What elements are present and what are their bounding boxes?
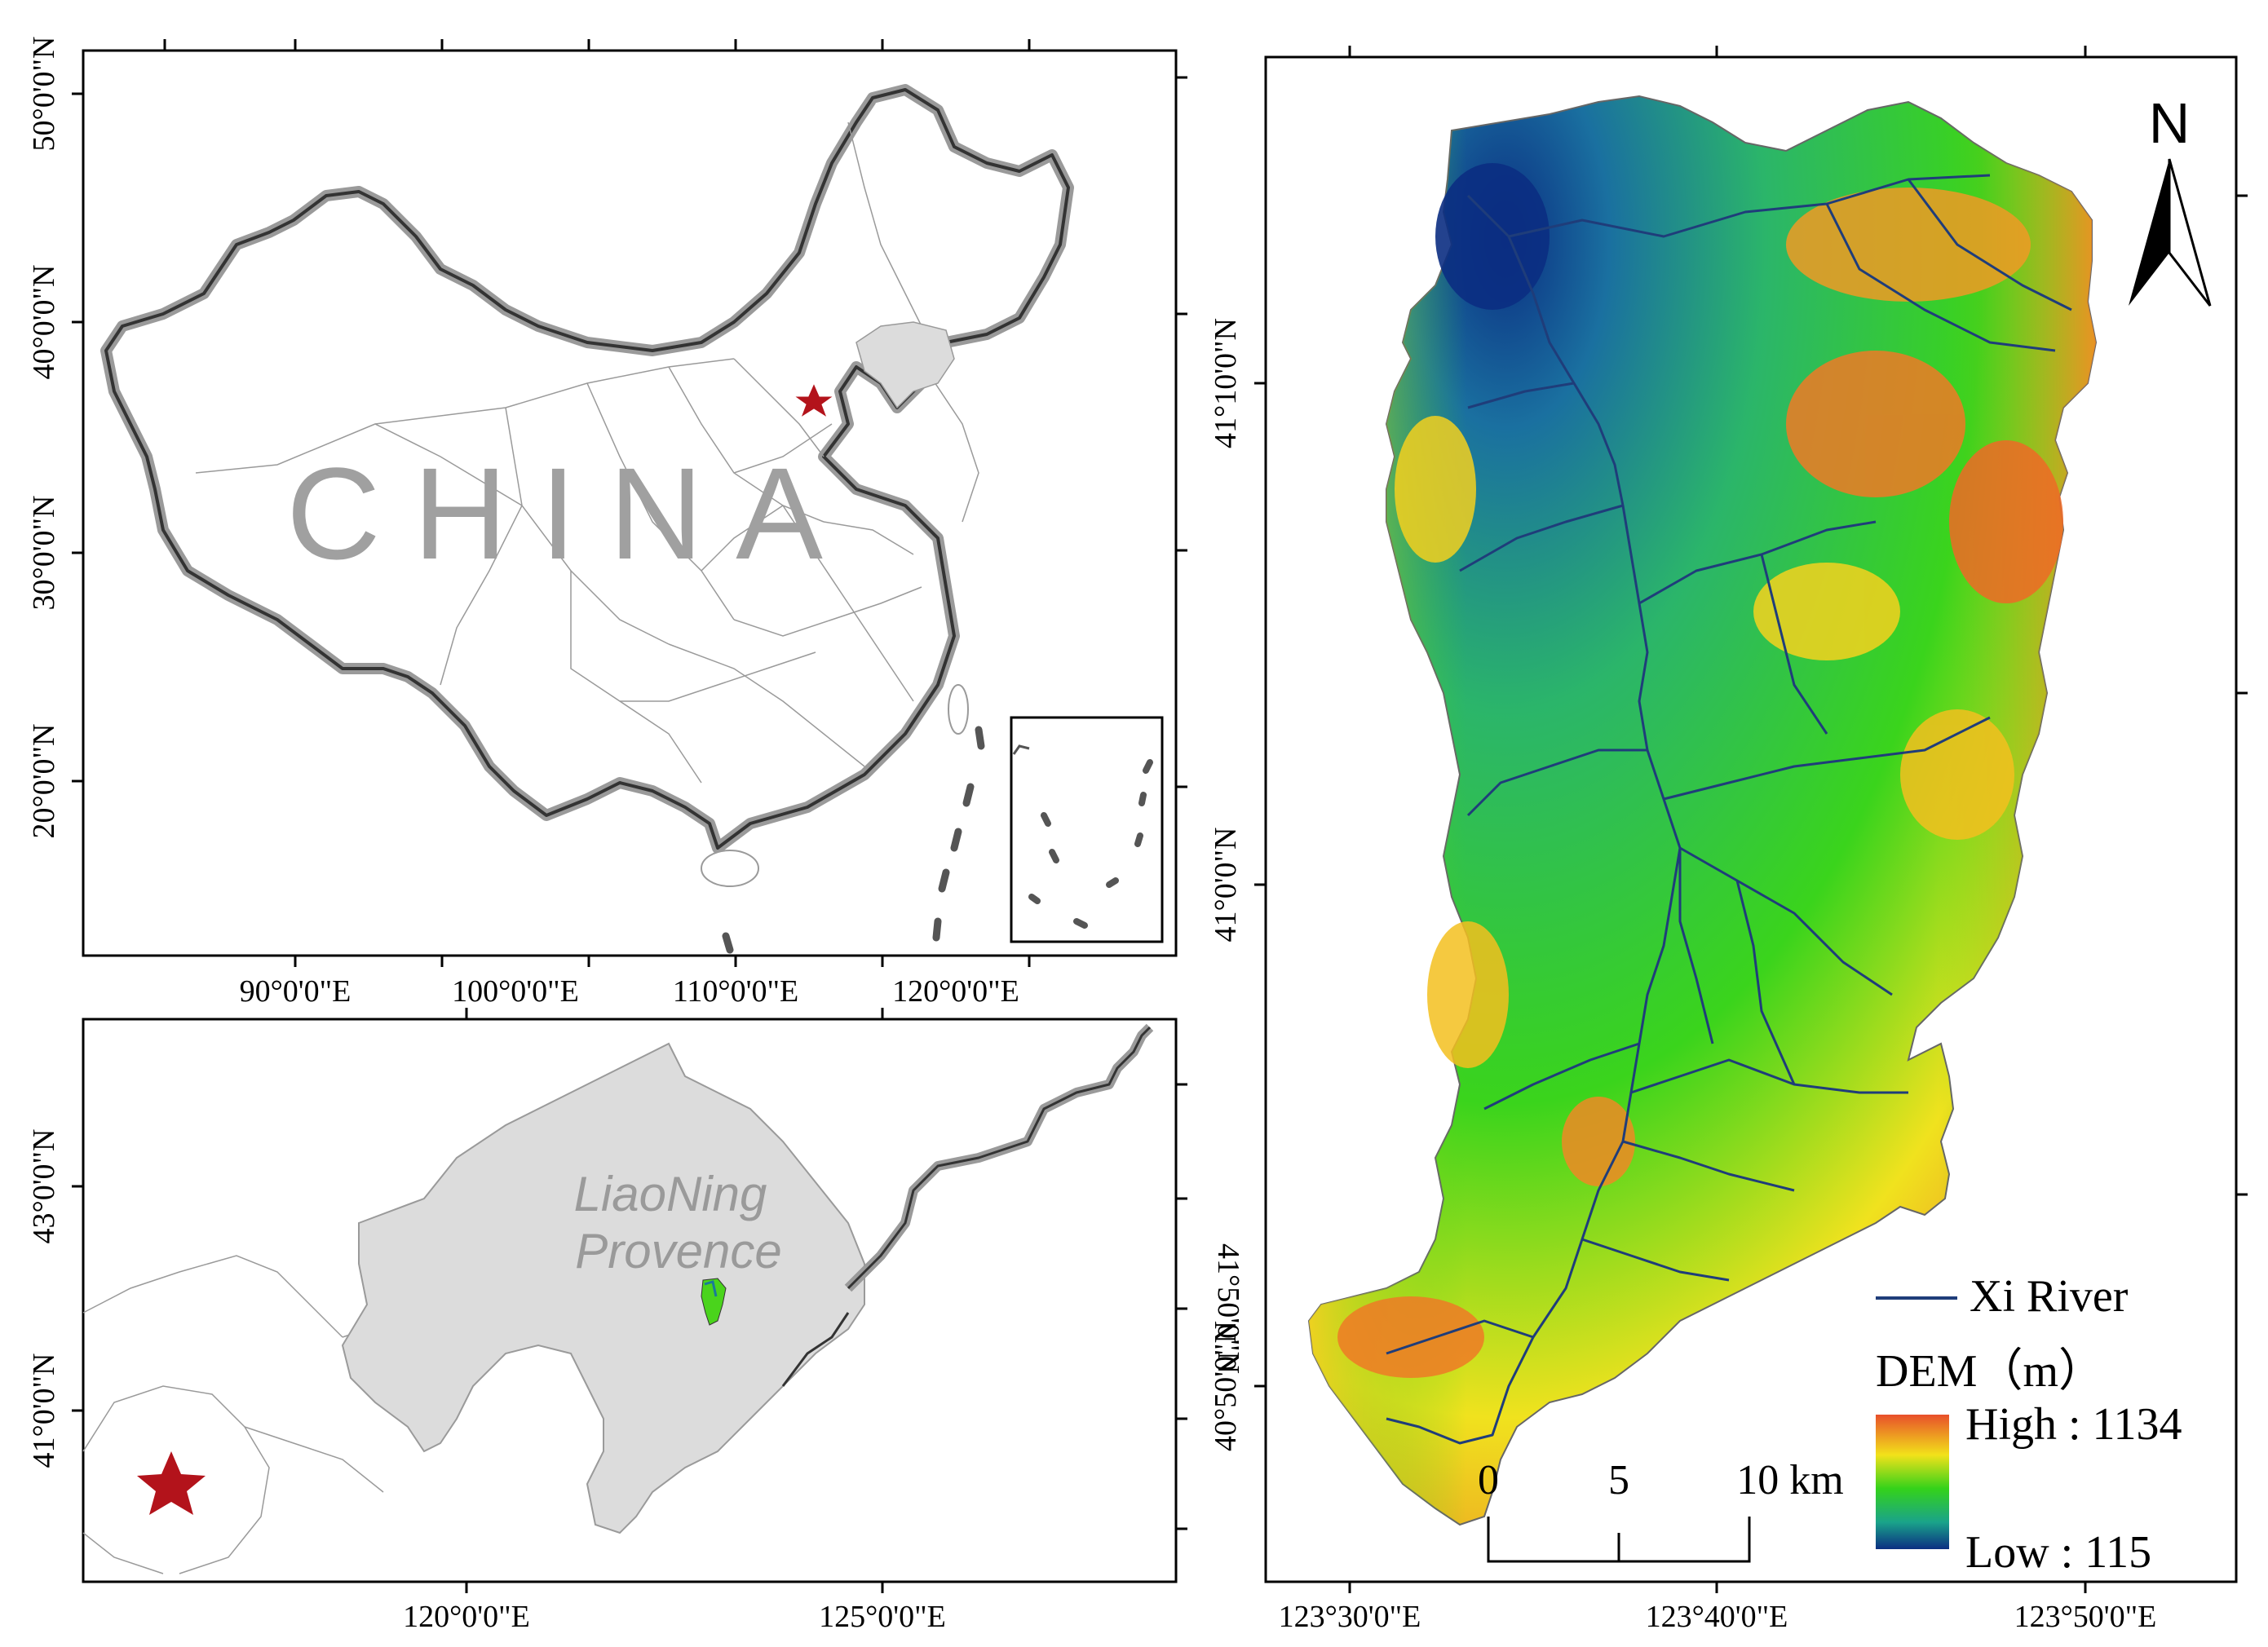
province-lon-label: 125°0'0"E	[819, 1600, 946, 1634]
scale-label: 5	[1608, 1457, 1629, 1503]
china-lon-label: 110°0'0"E	[673, 974, 798, 1009]
china-lon-label: 100°0'0"E	[452, 974, 579, 1009]
study-area-star-china	[793, 382, 835, 419]
basin-lon-label: 123°40'0"E	[1646, 1600, 1788, 1634]
province-label-line1: LiaoNing	[574, 1167, 767, 1221]
china-top-ticks	[72, 39, 1187, 967]
province-lon-label: 120°0'0"E	[403, 1600, 530, 1634]
scale-bar: 0 5 10 km	[1478, 1457, 1844, 1563]
basin-map-panel: N Xi River DEM（m） High : 1134 Low : 115 …	[1209, 46, 2248, 1634]
south-china-sea-dashes	[722, 726, 985, 954]
map-legend: Xi River DEM（m） High : 1134 Low : 115	[1876, 1271, 2182, 1578]
china-province-lines	[195, 121, 979, 784]
scale-label: 10 km	[1736, 1457, 1843, 1503]
dem-high-label: High : 1134	[1965, 1399, 2182, 1450]
dem-color-ramp	[1876, 1415, 1949, 1549]
north-arrow: N	[2129, 91, 2212, 307]
dem-highland-patches	[1337, 188, 2063, 1378]
china-lat-labels: 50°0'0"N 40°0'0"N 30°0'0"N 20°0'0"N	[27, 37, 61, 839]
scale-label: 0	[1478, 1457, 1499, 1503]
taiwan-island	[948, 684, 969, 735]
province-lat-label: 43°0'0"N	[27, 1129, 61, 1244]
china-country-label: CHINA	[286, 440, 855, 586]
liaoning-province-shape	[341, 1042, 865, 1534]
china-lat-label: 40°0'0"N	[27, 265, 61, 380]
china-map-panel: CHINA 50°0'0"N 40°0'0"N 30°0'0"N 20°0'0"…	[27, 37, 1187, 1009]
province-map-panel: LiaoNing Provence 43°0'0"N 41°0'0"N 41°5…	[27, 1008, 1245, 1634]
dem-legend-title: DEM（m）	[1876, 1346, 2104, 1397]
dem-low-label: Low : 115	[1965, 1527, 2151, 1578]
basin-lat-label: 41°10'0"N	[1209, 318, 1243, 448]
china-lat-label: 50°0'0"N	[27, 37, 61, 152]
hainan-island	[701, 850, 759, 887]
province-label-line2: Provence	[575, 1224, 781, 1278]
study-area-star-province	[137, 1451, 206, 1515]
dem-lowland	[1435, 163, 1550, 310]
basin-lon-label: 123°30'0"E	[1279, 1600, 1421, 1634]
province-lat-label: 41°0'0"N	[27, 1353, 61, 1468]
china-lon-label: 120°0'0"E	[892, 974, 1019, 1009]
china-lat-label: 30°0'0"N	[27, 496, 61, 611]
liaoning-highlight	[855, 321, 955, 409]
basin-lat-label: 40°50'0"N	[1209, 1321, 1243, 1451]
study-area-inset	[701, 1278, 727, 1326]
province-lat-label-right: 41°50'0"N	[1211, 1243, 1245, 1374]
china-lon-labels: 90°0'0"E 100°0'0"E 110°0'0"E 120°0'0"E	[240, 974, 1019, 1009]
xi-river-network	[1386, 174, 2072, 1445]
china-lon-label: 90°0'0"E	[240, 974, 351, 1009]
basin-lat-label: 41°0'0"N	[1209, 828, 1243, 943]
south-china-sea-inset	[1010, 716, 1164, 943]
china-lat-label: 20°0'0"N	[27, 724, 61, 839]
inset-dashes	[1028, 759, 1153, 929]
river-legend-label: Xi River	[1970, 1271, 2129, 1322]
north-label: N	[2149, 91, 2191, 155]
basin-lon-label: 123°50'0"E	[2014, 1600, 2157, 1634]
